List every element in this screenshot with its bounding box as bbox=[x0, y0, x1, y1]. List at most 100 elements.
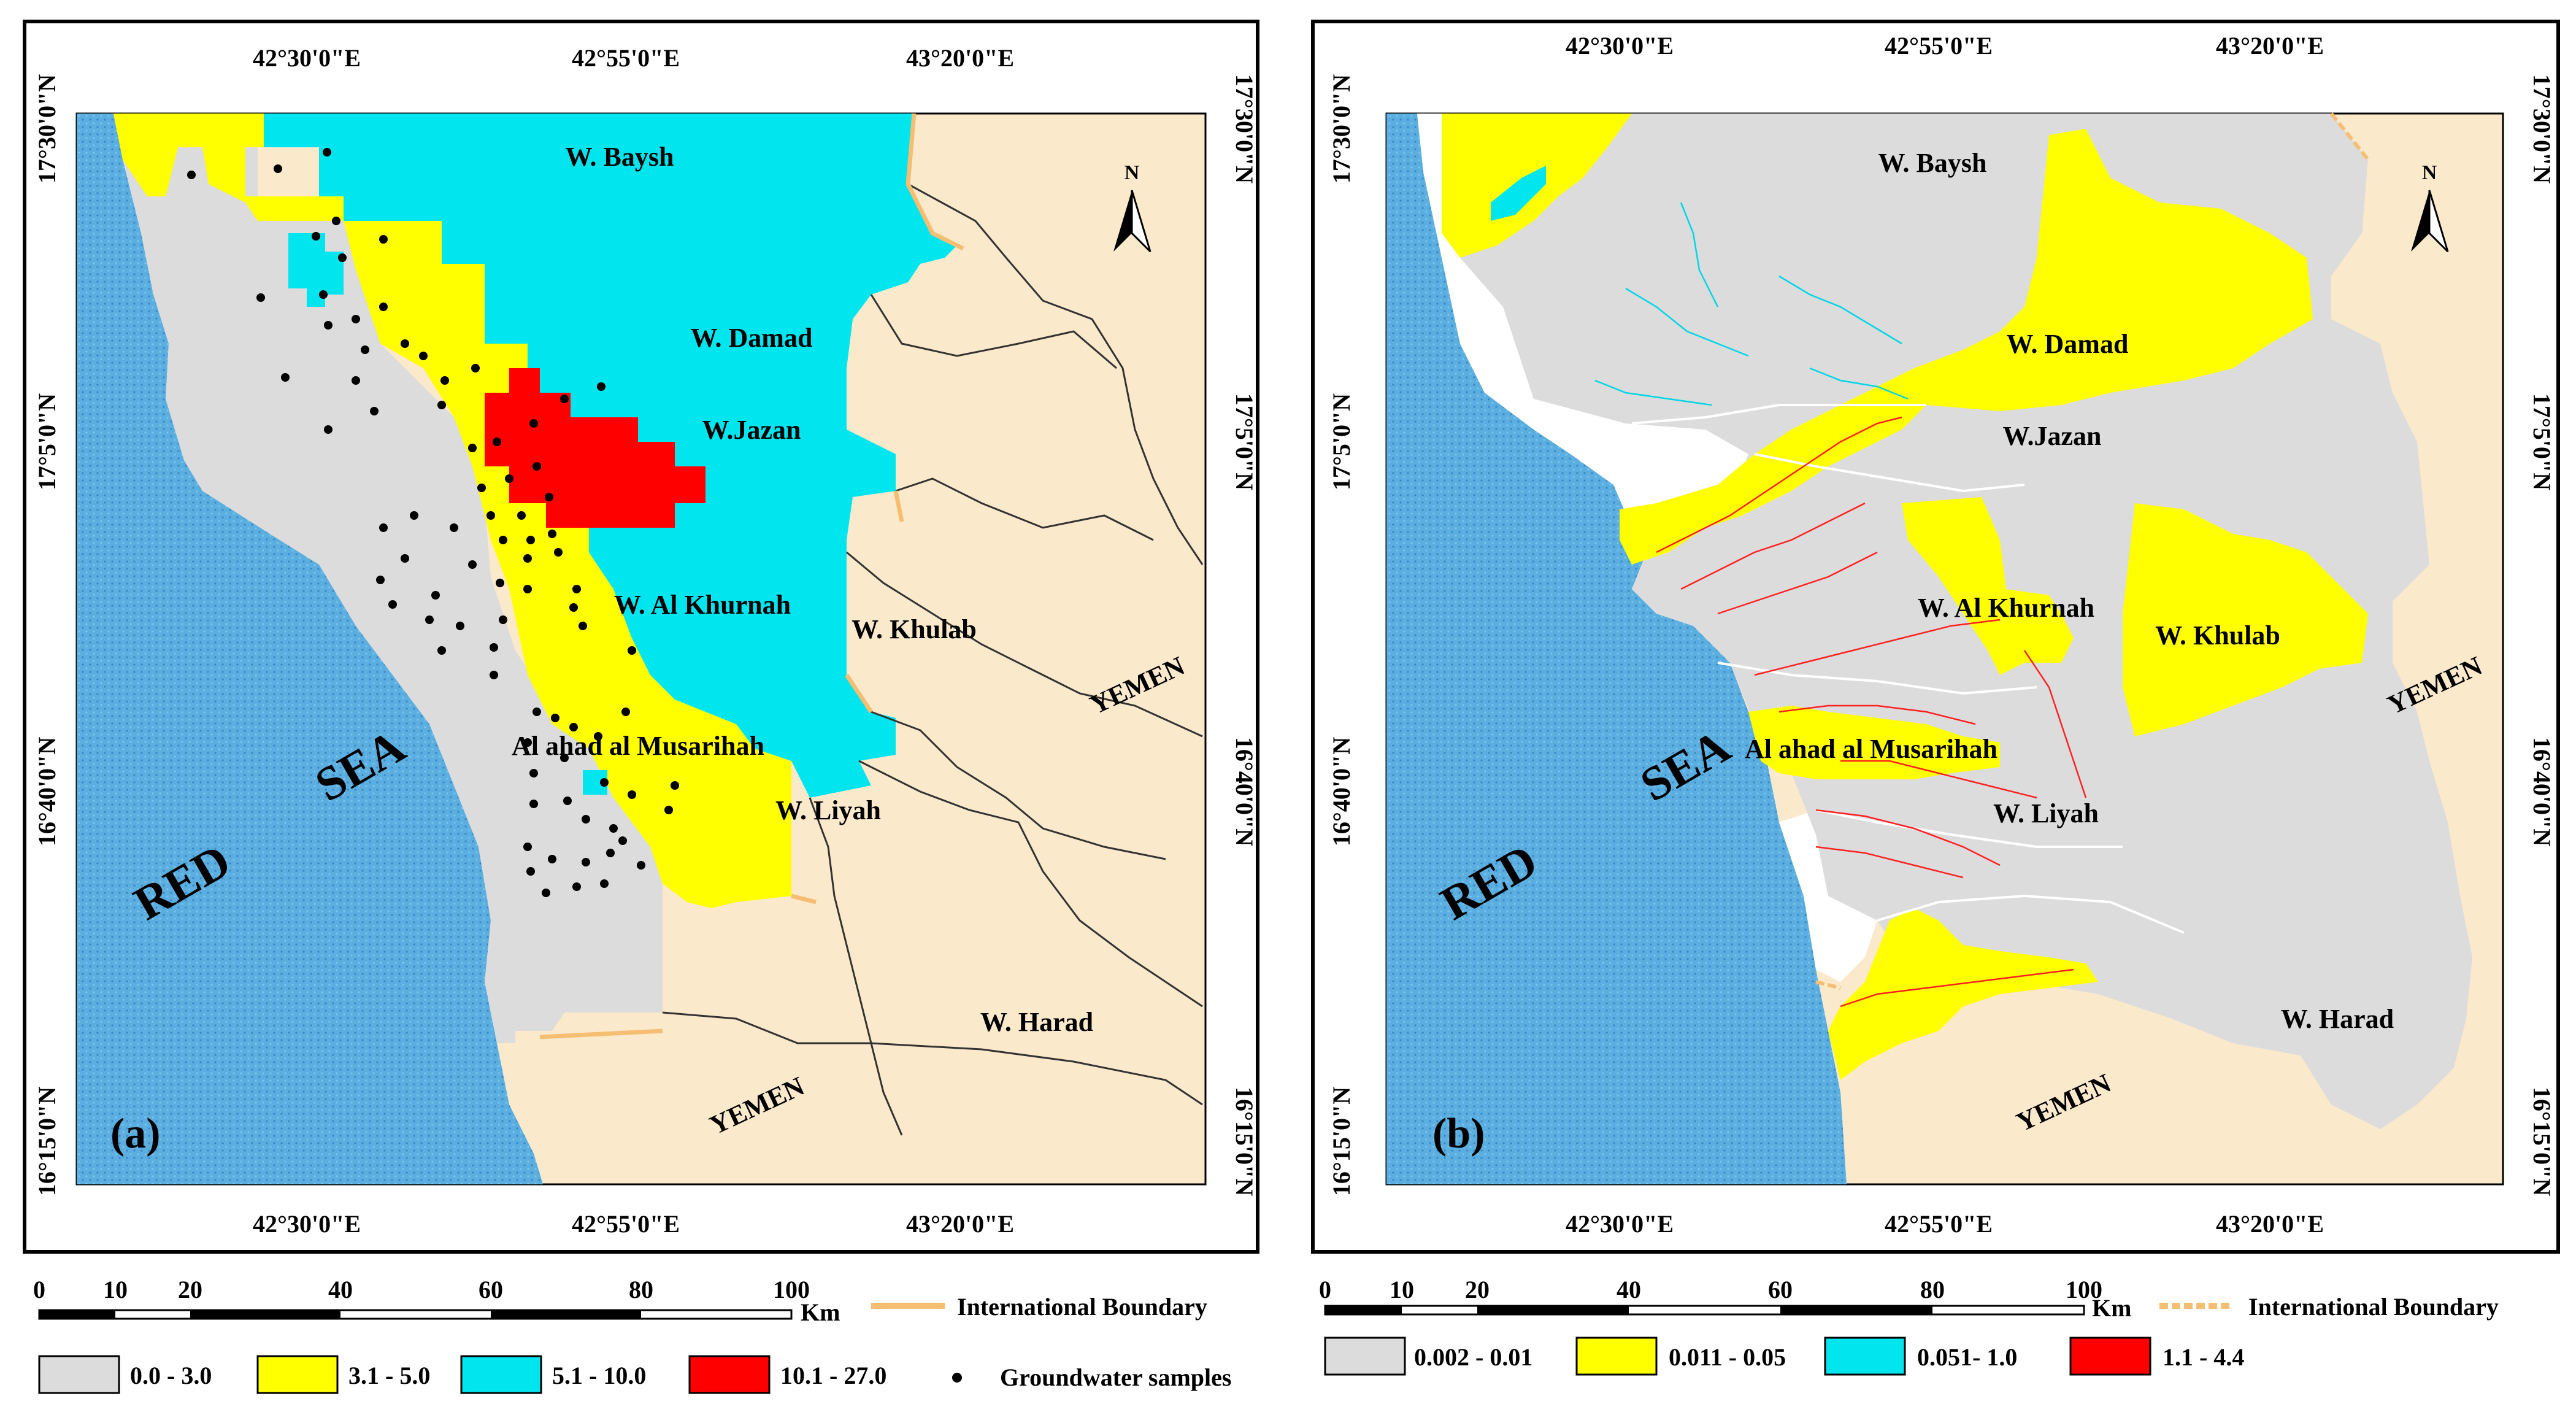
panel-letter-a: (a) bbox=[110, 1110, 161, 1157]
legend-label-a-2: 5.1 - 10.0 bbox=[552, 1362, 646, 1389]
coord-bottom-b-1: 42°30'0"E bbox=[1566, 1210, 1674, 1238]
coord-bottom-b-2: 42°55'0"E bbox=[1885, 1210, 1993, 1238]
class-0011-005-region-south bbox=[1828, 908, 2098, 1080]
class-0-3-region bbox=[113, 114, 663, 1043]
wadi-boundaries-b bbox=[1631, 404, 2185, 934]
north-arrow-b: N bbox=[2411, 161, 2449, 253]
class-0051-10-region bbox=[1491, 166, 1546, 221]
legend-a: 0 10 20 40 60 80 100 Km International Bo… bbox=[33, 1276, 1231, 1394]
scale-tick-b-4: 60 bbox=[1768, 1276, 1793, 1303]
panel-letter-b: (b) bbox=[1432, 1110, 1485, 1157]
legend-swatch-a-0 bbox=[38, 1355, 120, 1394]
legend-label-b-0: 0.002 - 0.01 bbox=[1414, 1343, 1532, 1371]
class-0011-005-region-musarihah bbox=[1748, 706, 2000, 779]
streams-cyan-b bbox=[1594, 202, 1909, 406]
place-khulab-b: W. Khulab bbox=[2155, 620, 2280, 650]
north-label-a: N bbox=[1125, 161, 1140, 184]
coord-top-b-1: 42°30'0"E bbox=[1566, 32, 1674, 60]
coord-right-b-1: 17°30'0"N bbox=[2528, 74, 2556, 183]
coord-right-a-2: 17°5'0"N bbox=[1231, 393, 1258, 490]
place-liyah-a: W. Liyah bbox=[775, 795, 881, 825]
streams-red-b bbox=[1656, 416, 2087, 1008]
scale-unit-b: Km bbox=[2092, 1294, 2131, 1322]
place-musarihah-a: Al ahad al Musarihah bbox=[512, 731, 764, 761]
coord-left-b-4: 16°15'0"N bbox=[1328, 1087, 1355, 1196]
legend-swatch-b-0 bbox=[1324, 1337, 1406, 1376]
coord-top-b-3: 43°20'0"E bbox=[2216, 32, 2324, 60]
red-sea-area-b bbox=[1386, 114, 1847, 1184]
legend-swatch-a-1 bbox=[256, 1355, 339, 1394]
international-boundary-b bbox=[1815, 112, 2370, 990]
red-sea-area bbox=[77, 114, 543, 1184]
place-liyah-b: W. Liyah bbox=[1993, 798, 2099, 828]
scale-tick-b-6: 100 bbox=[2066, 1276, 2102, 1303]
place-khulab-a: W. Khulab bbox=[852, 614, 977, 644]
scale-tick-b-5: 80 bbox=[1920, 1276, 1945, 1303]
coord-top-a-1: 42°30'0"E bbox=[253, 44, 361, 72]
coord-left-a-3: 16°40'0"N bbox=[33, 737, 61, 846]
coord-bottom-a-2: 42°55'0"E bbox=[572, 1210, 680, 1238]
legend-label-b-3: 1.1 - 4.4 bbox=[2163, 1343, 2244, 1371]
coord-left-b-2: 17°5'0"N bbox=[1328, 393, 1355, 490]
coord-left-a-4: 16°15'0"N bbox=[33, 1087, 61, 1196]
panel-b-map: N 42°30'0"E 42°55'0"E 43°20'0"E 42°30'0"… bbox=[1311, 20, 2560, 1254]
class-0011-005-region-khurnah bbox=[1902, 497, 2074, 675]
legend-label-b-2: 0.051- 1.0 bbox=[1917, 1343, 2017, 1371]
place-baysh-a: W. Baysh bbox=[566, 142, 674, 172]
legend-swatch-a-3 bbox=[688, 1355, 771, 1394]
coord-top-b-2: 42°55'0"E bbox=[1885, 32, 1993, 60]
class-3-5-region bbox=[113, 114, 791, 908]
coord-right-a-1: 17°30'0"N bbox=[1231, 74, 1258, 183]
scale-unit-a: Km bbox=[801, 1298, 840, 1326]
scale-tick-a-4: 60 bbox=[479, 1276, 503, 1303]
groundwater-samples-points bbox=[187, 148, 679, 897]
coord-right-a-4: 16°15'0"N bbox=[1231, 1087, 1258, 1196]
scale-tick-a-0: 0 bbox=[33, 1276, 45, 1303]
legend-swatch-a-2 bbox=[460, 1355, 542, 1394]
place-baysh-b: W. Baysh bbox=[1878, 148, 1987, 178]
class-0011-005-region-coast bbox=[1620, 497, 1705, 565]
samples-symbol bbox=[952, 1373, 962, 1383]
wadi-boundaries-a bbox=[662, 183, 1204, 1136]
coord-left-b-1: 17°30'0"N bbox=[1328, 74, 1355, 183]
scale-tick-a-1: 10 bbox=[103, 1276, 128, 1303]
legend-swatch-b-1 bbox=[1575, 1337, 1658, 1376]
place-harad-b: W. Harad bbox=[2281, 1004, 2394, 1034]
legend-label-a-0: 0.0 - 3.0 bbox=[130, 1362, 212, 1389]
place-musarihah-b: Al ahad al Musarihah bbox=[1745, 734, 1997, 764]
coord-right-b-2: 17°5'0"N bbox=[2528, 393, 2556, 490]
coord-bottom-a-3: 43°20'0"E bbox=[906, 1210, 1014, 1238]
coord-right-a-3: 16°40'0"N bbox=[1231, 737, 1258, 846]
coord-left-a-1: 17°30'0"N bbox=[33, 74, 61, 183]
coord-right-b-4: 16°15'0"N bbox=[2528, 1087, 2556, 1196]
coord-top-a-2: 42°55'0"E bbox=[572, 44, 680, 72]
legend-label-a-1: 3.1 - 5.0 bbox=[348, 1362, 430, 1389]
legend-b: 0 10 20 40 60 80 100 Km International Bo… bbox=[1319, 1276, 2499, 1376]
place-damad-a: W. Damad bbox=[691, 323, 813, 353]
boundary-label-b: International Boundary bbox=[2248, 1293, 2499, 1321]
scale-tick-b-2: 20 bbox=[1465, 1276, 1490, 1303]
class-10-27-region bbox=[485, 368, 706, 528]
coord-left-b-3: 16°40'0"N bbox=[1328, 737, 1355, 846]
north-arrow-a: N bbox=[1113, 161, 1152, 253]
scale-bar-b bbox=[1324, 1305, 2085, 1316]
legend-label-a-3: 10.1 - 27.0 bbox=[780, 1362, 886, 1389]
legend-swatch-b-3 bbox=[2069, 1337, 2151, 1376]
coord-left-a-2: 17°5'0"N bbox=[33, 393, 61, 490]
coord-top-a-3: 43°20'0"E bbox=[906, 44, 1014, 72]
samples-label: Groundwater samples bbox=[1000, 1364, 1231, 1391]
place-khurnah-b: W. Al Khurnah bbox=[1918, 593, 2094, 623]
panel-a-map: N 42°30'0"E 42°55'0"E 43°20'0"E 42°30'0"… bbox=[23, 20, 1259, 1254]
place-jazan-b: W.Jazan bbox=[2003, 421, 2102, 451]
scale-tick-b-1: 10 bbox=[1390, 1276, 1414, 1303]
place-khurnah-a: W. Al Khurnah bbox=[614, 590, 791, 620]
place-harad-a: W. Harad bbox=[980, 1007, 1093, 1037]
coord-bottom-a-1: 42°30'0"E bbox=[253, 1210, 361, 1238]
boundary-label-a: International Boundary bbox=[957, 1293, 1207, 1321]
scale-tick-b-3: 40 bbox=[1617, 1276, 1641, 1303]
international-boundary-a bbox=[539, 113, 964, 1040]
coord-right-b-3: 16°40'0"N bbox=[2528, 737, 2556, 846]
scale-bar-a bbox=[38, 1309, 793, 1320]
north-label-b: N bbox=[2422, 161, 2437, 184]
